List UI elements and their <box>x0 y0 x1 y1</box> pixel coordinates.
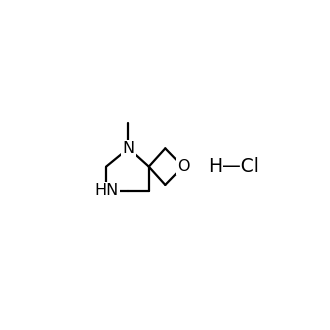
Text: H—Cl: H—Cl <box>209 157 259 176</box>
Text: N: N <box>122 141 135 156</box>
Text: HN: HN <box>94 183 118 198</box>
Text: O: O <box>177 159 189 174</box>
